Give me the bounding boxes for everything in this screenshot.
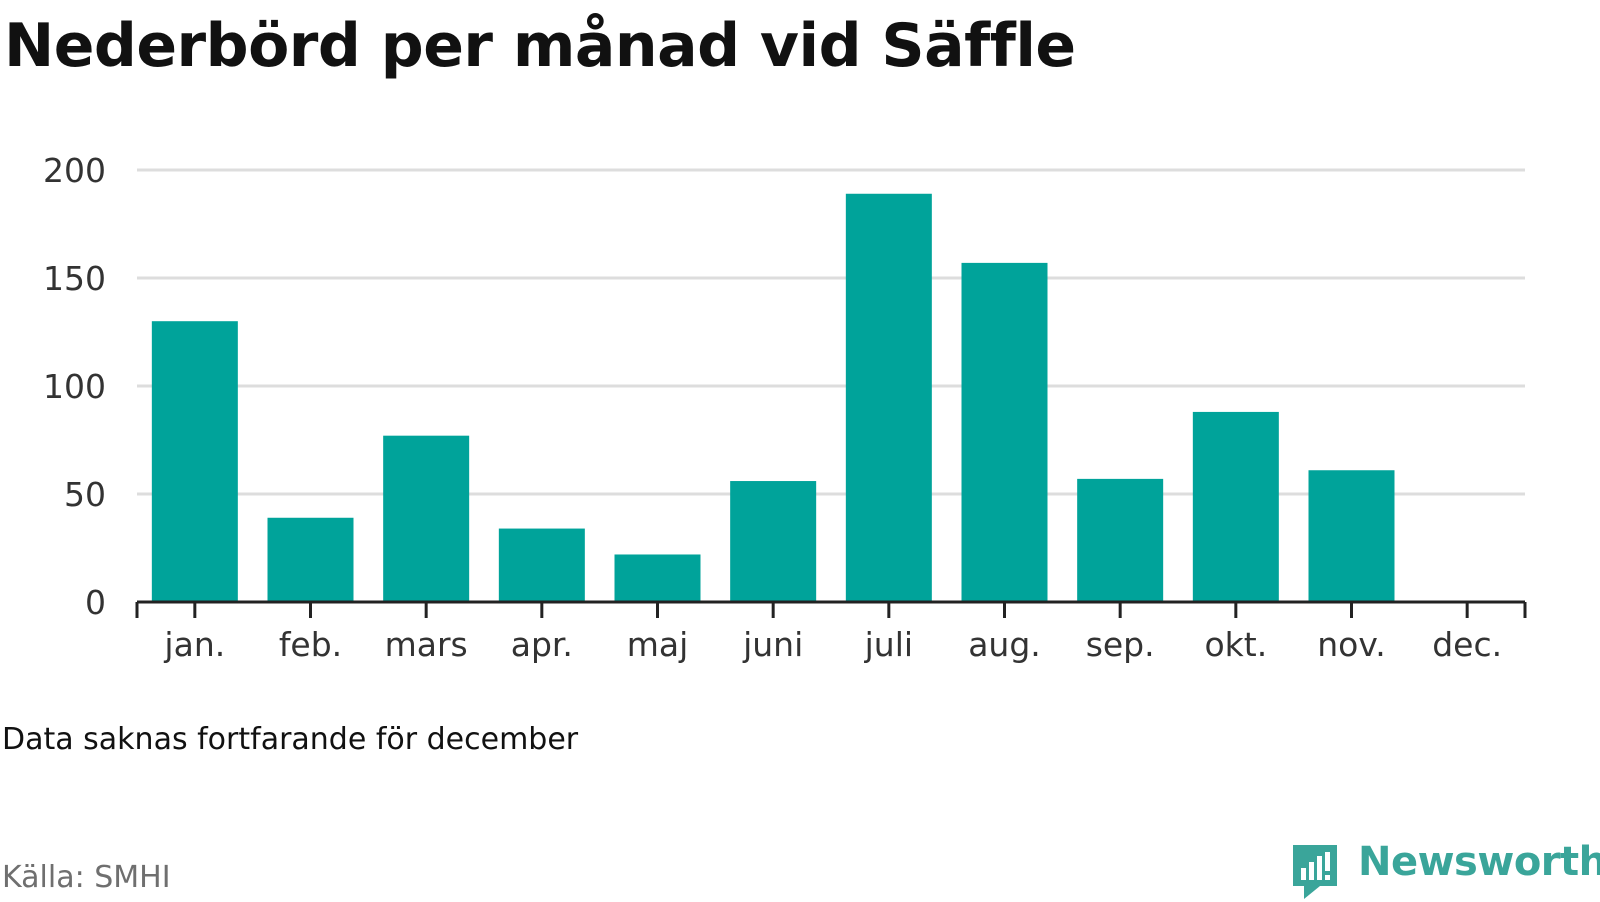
x-tick-label: nov. xyxy=(1317,625,1386,664)
bar xyxy=(498,528,585,602)
x-tick-label: aug. xyxy=(968,625,1041,664)
bar xyxy=(267,517,354,602)
brand-logo: Newsworthy xyxy=(1290,836,1600,902)
bar xyxy=(730,481,817,602)
y-tick-label: 150 xyxy=(43,259,106,298)
precipitation-bar-chart: 0 50 100 150 200 jan. feb. mars apr. maj juni juli… xyxy=(43,151,1527,664)
bars xyxy=(151,193,1395,602)
bar xyxy=(614,554,701,602)
bar xyxy=(383,435,470,602)
source-credit: Källa: SMHI xyxy=(2,860,171,895)
y-axis-tick-labels: 0 50 100 150 200 xyxy=(43,151,106,622)
bar xyxy=(151,321,238,602)
page-title: Nederbörd per månad vid Säffle xyxy=(4,11,1076,81)
y-tick-label: 100 xyxy=(43,367,106,406)
x-tick-label: jan. xyxy=(163,625,225,664)
y-tick-label: 200 xyxy=(43,151,106,190)
newsworthy-logo-icon xyxy=(1293,845,1337,899)
gridlines xyxy=(137,168,1525,496)
bar xyxy=(1308,470,1395,602)
y-tick-label: 50 xyxy=(64,475,106,514)
bar xyxy=(961,262,1048,602)
x-axis xyxy=(135,600,1527,618)
x-tick-label: mars xyxy=(385,625,468,664)
x-tick-label: apr. xyxy=(511,625,573,664)
bar xyxy=(1192,411,1279,602)
footnote-missing-data: Data saknas fortfarande för december xyxy=(2,722,579,757)
brand-name: Newsworthy xyxy=(1358,839,1600,885)
x-tick-label: juni xyxy=(742,625,803,664)
y-tick-label: 0 xyxy=(85,583,106,622)
bar xyxy=(1077,478,1164,602)
x-tick-label: dec. xyxy=(1432,625,1502,664)
x-tick-label: feb. xyxy=(279,625,342,664)
x-axis-tick-labels: jan. feb. mars apr. maj juni juli aug. sep. okt. n… xyxy=(163,625,1502,664)
x-tick-label: sep. xyxy=(1086,625,1155,664)
x-tick-label: maj xyxy=(627,625,689,664)
x-tick-label: juli xyxy=(864,625,913,664)
x-tick-label: okt. xyxy=(1204,625,1267,664)
bar xyxy=(845,193,932,602)
